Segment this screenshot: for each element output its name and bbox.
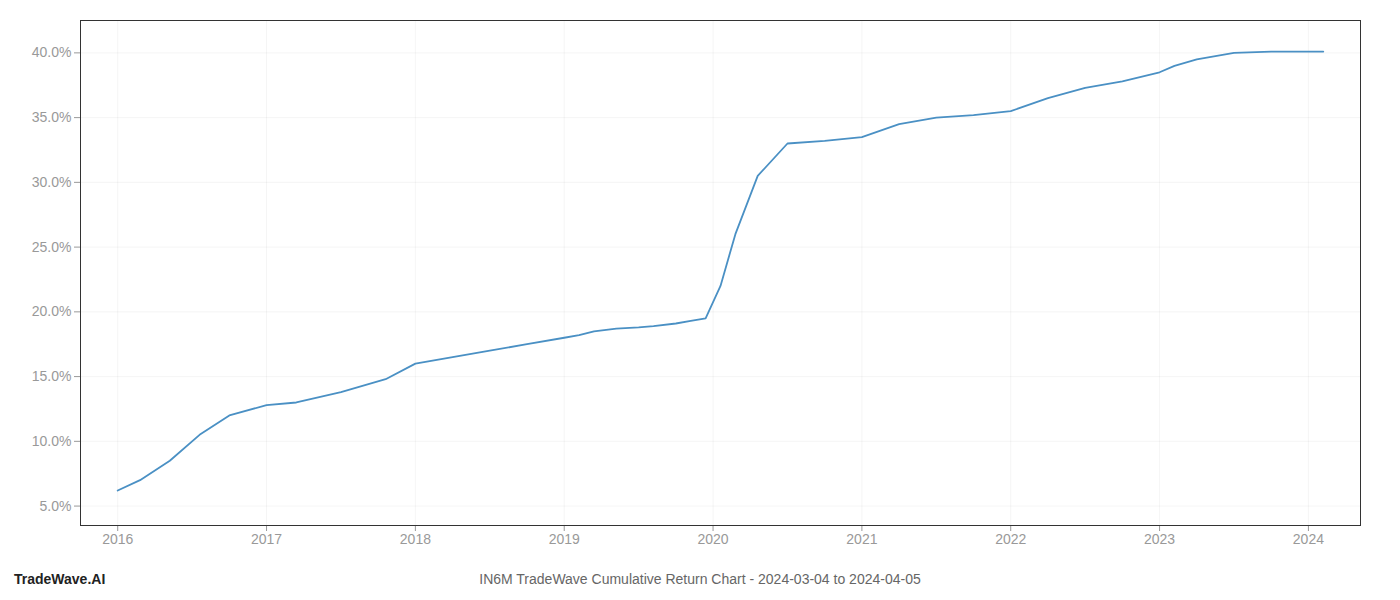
svg-text:2020: 2020 — [697, 531, 728, 547]
svg-text:2016: 2016 — [102, 531, 133, 547]
html-text:TradeWave.AI: TradeWave.AI — [14, 571, 106, 587]
svg-text:40.0%: 40.0% — [32, 44, 72, 60]
svg-text:25.0%: 25.0% — [32, 239, 72, 255]
svg-text:2017: 2017 — [251, 531, 282, 547]
svg-text:2023: 2023 — [1144, 531, 1175, 547]
svg-text:35.0%: 35.0% — [32, 109, 72, 125]
html-text:IN6M TradeWave Cumulative Retu: IN6M TradeWave Cumulative Return Chart -… — [479, 571, 921, 587]
svg-text:10.0%: 10.0% — [32, 433, 72, 449]
svg-text:15.0%: 15.0% — [32, 368, 72, 384]
svg-text:2021: 2021 — [846, 531, 877, 547]
svg-text:2022: 2022 — [995, 531, 1026, 547]
svg-text:2024: 2024 — [1293, 531, 1324, 547]
svg-text:2018: 2018 — [400, 531, 431, 547]
svg-text:2019: 2019 — [549, 531, 580, 547]
svg-text:20.0%: 20.0% — [32, 303, 72, 319]
svg-text:30.0%: 30.0% — [32, 174, 72, 190]
svg-text:5.0%: 5.0% — [40, 498, 72, 514]
